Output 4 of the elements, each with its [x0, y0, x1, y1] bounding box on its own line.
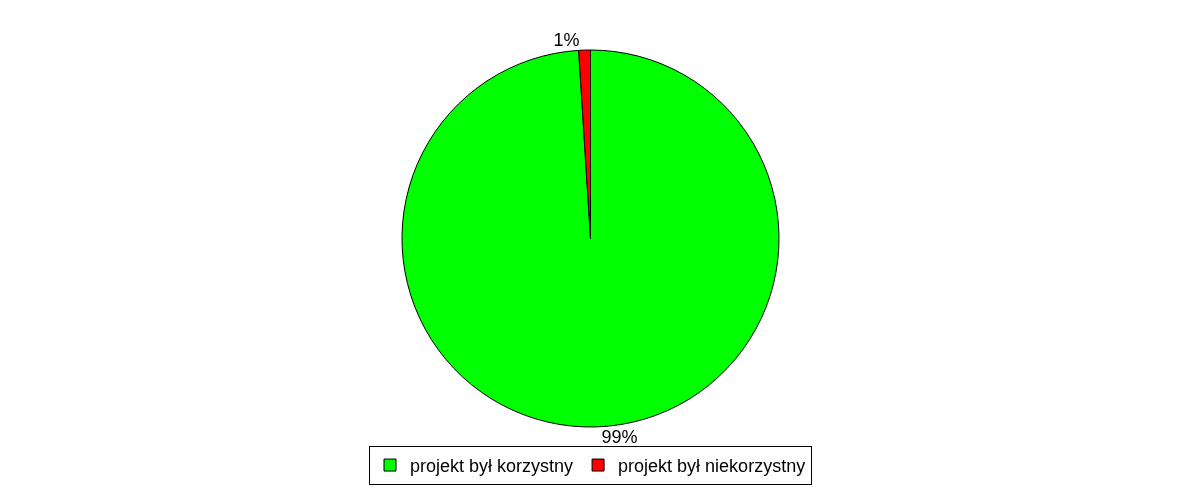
- legend-label: projekt był korzystny: [410, 456, 574, 477]
- data-label: 99%: [601, 426, 638, 447]
- legend-label: projekt był niekorzystny: [618, 456, 806, 477]
- data-label: 1%: [553, 30, 580, 51]
